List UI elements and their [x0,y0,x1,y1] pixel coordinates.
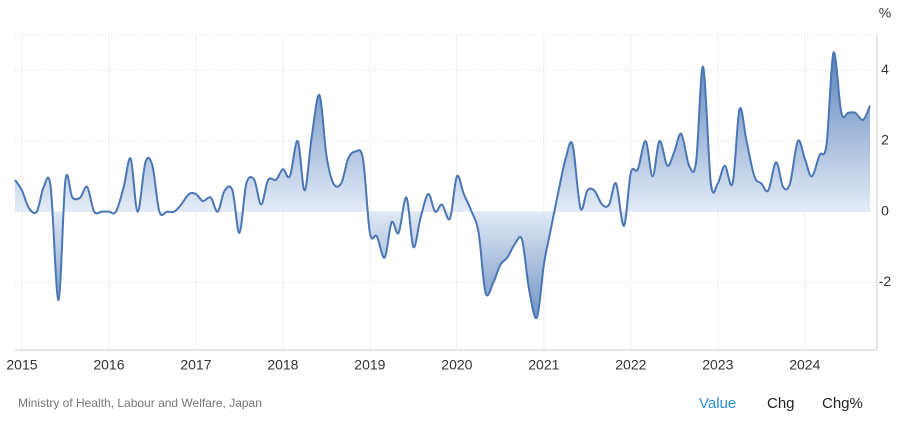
x-tick-label: 2018 [267,357,298,373]
line [14,51,871,320]
x-tick-label: 2017 [180,357,211,373]
x-tick-label: 2024 [789,357,820,373]
x-tick-label: 2020 [441,357,472,373]
x-tick-label: 2016 [93,357,124,373]
x-tick-label: 2021 [528,357,559,373]
y-tick-label: 4 [881,61,889,77]
x-tick-label: 2023 [702,357,733,373]
source: Ministry of Health, Labour and Welfare, … [18,396,262,410]
y-tick-label: -2 [879,273,892,289]
y-unit: % [879,5,891,21]
value-button[interactable]: Value [699,395,736,412]
y-tick-label: 0 [881,202,889,218]
x-tick-label: 2019 [354,357,385,373]
area [15,52,871,319]
y-tick-label: 2 [881,132,889,148]
chg-button[interactable]: Chg [767,395,795,412]
x-tick-label: 2022 [615,357,646,373]
chg-pct-button[interactable]: Chg% [822,395,863,412]
x-tick-label: 2015 [6,357,37,373]
